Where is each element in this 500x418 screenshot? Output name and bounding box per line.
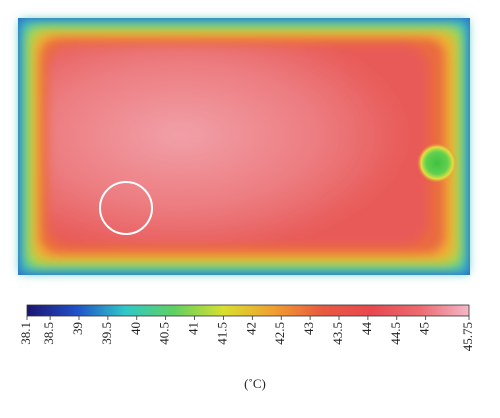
tick-label: 45 [417,322,432,335]
tick-label: 39.5 [99,322,114,345]
tick-label: 44.5 [388,322,403,345]
marker-circle [99,181,153,235]
tick-label: 43.5 [330,322,345,345]
tick-label: 45.75 [460,322,475,351]
tick-label: 38.1 [18,322,33,345]
tick-label: 38.5 [41,322,56,345]
tick-label: 42 [243,322,258,335]
tick-label: 42.5 [272,322,287,345]
colorbar-scale [26,304,470,317]
colorbar-label: (˚C) [244,376,266,391]
thermal-image [18,18,470,275]
tick-label: 43 [301,322,316,335]
tick-label: 41 [186,322,201,335]
tick-label: 41.5 [214,322,229,345]
tick-label: 40.5 [157,322,172,345]
tick-label: 40 [128,322,143,335]
tick-label: 39 [70,322,85,335]
colorbar: 38.1 38.5 39 39.5 40 40.5 41 41.5 42 42.5 43 43.5 44… [18,304,475,351]
tick-label: 44 [359,322,374,336]
